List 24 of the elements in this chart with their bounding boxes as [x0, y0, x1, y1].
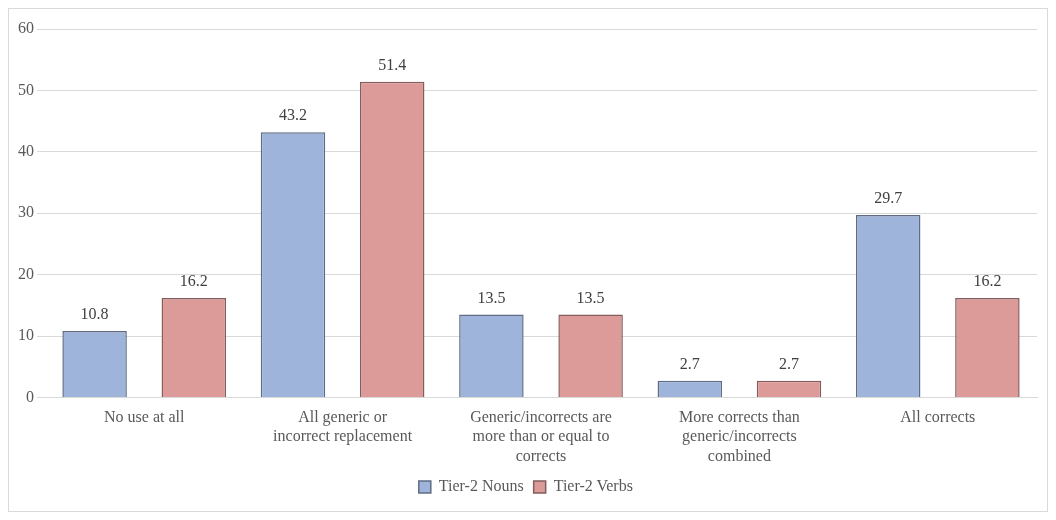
- data-label: 10.8: [80, 305, 109, 323]
- data-label: 2.7: [779, 355, 799, 373]
- data-label: 16.2: [973, 272, 1002, 290]
- y-tick-label: 30: [18, 203, 34, 221]
- legend-label: Tier-2 Nouns: [438, 477, 524, 495]
- x-tick-label: No use at all: [103, 408, 185, 426]
- data-label: 51.4: [378, 56, 407, 74]
- legend-label: Tier-2 Verbs: [553, 477, 633, 495]
- y-tick-label: 20: [18, 264, 34, 282]
- x-tick-label: Generic/incorrects are more than or equal to corrects: [470, 408, 612, 464]
- y-tick-label: 60: [18, 19, 34, 37]
- x-tick-label: All corrects: [900, 408, 976, 426]
- data-label: 43.2: [279, 106, 307, 124]
- data-label: 13.5: [576, 288, 605, 306]
- data-label: 13.5: [477, 288, 506, 306]
- y-tick-label: 0: [26, 387, 34, 405]
- y-tick-label: 10: [18, 326, 34, 344]
- x-tick-label: All generic or incorrect replacement: [273, 408, 413, 446]
- x-tick-label: More corrects than generic/incorrects combined: [678, 408, 800, 464]
- y-tick-label: 40: [18, 142, 34, 159]
- data-label: 2.7: [679, 355, 700, 373]
- data-label: 16.2: [179, 272, 208, 290]
- y-tick-label: 50: [18, 80, 34, 98]
- data-label: 29.7: [874, 189, 903, 207]
